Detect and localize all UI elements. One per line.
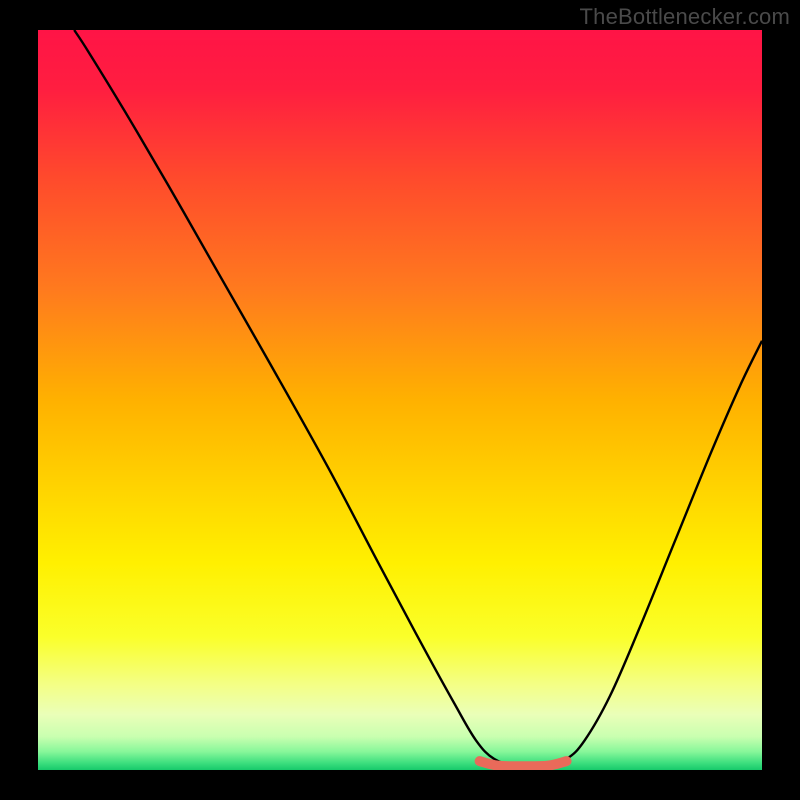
optimal-range-marker	[480, 761, 567, 766]
chart-svg	[0, 0, 800, 800]
plot-area	[38, 30, 762, 770]
chart-stage: TheBottlenecker.com	[0, 0, 800, 800]
